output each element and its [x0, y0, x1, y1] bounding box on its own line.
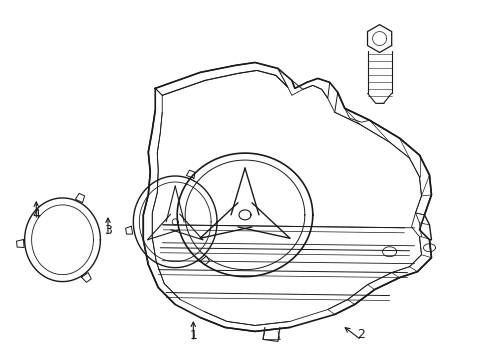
Text: 4: 4	[32, 208, 40, 221]
Text: 1: 1	[189, 329, 197, 342]
Text: 3: 3	[104, 224, 112, 237]
Text: 2: 2	[357, 328, 365, 341]
